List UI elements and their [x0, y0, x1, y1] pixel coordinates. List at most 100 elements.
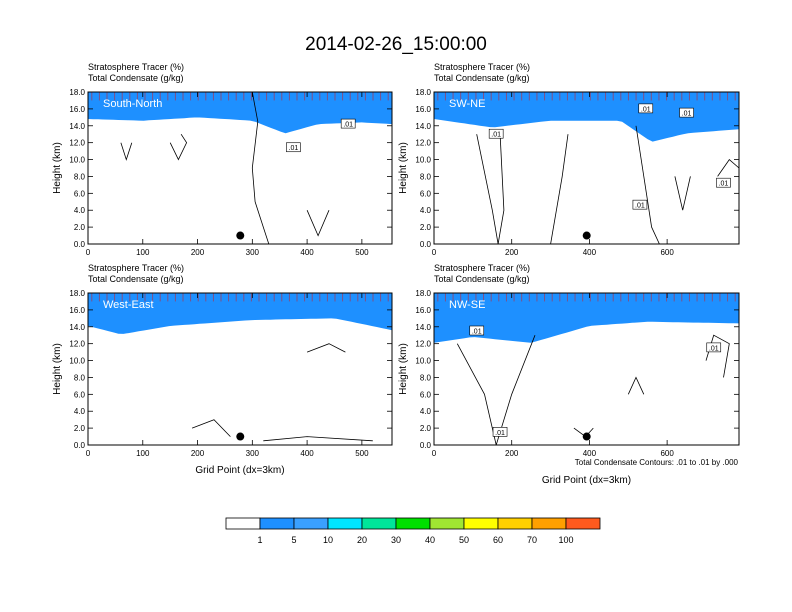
panel-subtitle-condensate: Total Condensate (g/kg)	[434, 73, 530, 83]
y-tick-label: 18.0	[415, 88, 431, 97]
y-tick-label: 18.0	[415, 289, 431, 298]
x-tick-label: 600	[660, 248, 674, 257]
x-tick-label: 0	[86, 248, 91, 257]
contour-note: Total Condensate Contours: .01 to .01 by…	[575, 458, 739, 467]
tracer-band-1	[88, 92, 392, 134]
colorbar-swatch	[565, 517, 601, 530]
x-tick-label: 200	[505, 449, 519, 458]
condensate-contour	[550, 134, 569, 244]
panel-subtitle-condensate: Total Condensate (g/kg)	[434, 274, 530, 284]
tracer-field: .01 .01 .01	[434, 293, 739, 445]
y-tick-label: 16.0	[415, 306, 431, 315]
panel-subtitle-tracer: Stratosphere Tracer (%)	[88, 62, 184, 72]
condensate-contour	[251, 92, 270, 244]
condensate-contour	[627, 376, 645, 395]
tracer-field: .01 .01	[88, 92, 392, 244]
tracer-field: .01 .01 .01 .01 .01	[434, 92, 739, 244]
x-tick-label: 400	[583, 449, 597, 458]
condensate-contour	[306, 210, 330, 237]
y-tick-label: 4.0	[74, 407, 86, 416]
y-tick-label: 12.0	[415, 139, 431, 148]
contour-label: .01	[343, 122, 353, 129]
panel-subtitle-tracer: Stratosphere Tracer (%)	[434, 263, 530, 273]
contour-label: .01	[491, 132, 501, 139]
y-tick-label: 2.0	[420, 223, 432, 232]
y-tick-label: 12.0	[69, 340, 85, 349]
contour-label-box	[286, 142, 301, 153]
contour-label: .01	[472, 329, 482, 336]
colorbar-swatch	[259, 517, 295, 530]
y-tick-label: 14.0	[415, 323, 431, 332]
contour-label: .01	[682, 111, 692, 118]
colorbar-swatch	[293, 517, 329, 530]
condensate-contour	[717, 159, 739, 177]
colorbar-swatch	[463, 517, 499, 530]
y-tick-label: 6.0	[74, 189, 86, 198]
contour-label: .01	[709, 345, 719, 352]
location-marker	[582, 432, 591, 441]
condensate-contour	[120, 142, 133, 161]
contour-label: .01	[719, 181, 729, 188]
y-tick-label: 10.0	[69, 156, 85, 165]
location-marker	[582, 231, 591, 240]
y-tick-label: 16.0	[69, 105, 85, 114]
y-tick-label: 18.0	[69, 88, 85, 97]
x-tick-label: 200	[505, 248, 519, 257]
colorbar-label: 100	[558, 535, 573, 545]
y-tick-label: 4.0	[420, 206, 432, 215]
condensate-contour	[635, 125, 660, 244]
colorbar-label: 5	[291, 535, 296, 545]
y-tick-label: 8.0	[74, 172, 86, 181]
y-tick-label: 10.0	[415, 357, 431, 366]
location-marker	[236, 432, 245, 441]
colorbar-swatch	[497, 517, 533, 530]
y-tick-label: 0.0	[74, 441, 86, 450]
y-tick-label: 4.0	[420, 407, 432, 416]
y-tick-label: 16.0	[415, 105, 431, 114]
y-tick-label: 6.0	[74, 390, 86, 399]
y-tick-label: 6.0	[420, 189, 432, 198]
y-tick-label: 12.0	[69, 139, 85, 148]
colorbar-swatch	[531, 517, 567, 530]
location-marker	[236, 231, 245, 240]
y-tick-label: 4.0	[74, 206, 86, 215]
x-tick-label: 0	[432, 248, 437, 257]
y-tick-label: 2.0	[420, 424, 432, 433]
panel-west-east: Stratosphere Tracer (%)Total Condensate …	[52, 263, 393, 476]
condensate-contour	[169, 133, 188, 161]
x-tick-label: 600	[660, 449, 674, 458]
panel-sw-ne: Stratosphere Tracer (%)Total Condensate …	[398, 62, 740, 257]
x-tick-label: 0	[86, 449, 91, 458]
colorbar-swatch	[395, 517, 431, 530]
contour-label-box	[469, 325, 485, 336]
tracer-band-1	[88, 293, 392, 334]
contour-label-box	[638, 103, 654, 114]
y-tick-label: 10.0	[415, 156, 431, 165]
panel-nw-se: Stratosphere Tracer (%)Total Condensate …	[398, 263, 740, 486]
contour-label: .01	[635, 203, 645, 210]
contour-label-box	[632, 199, 648, 210]
y-tick-label: 10.0	[69, 357, 85, 366]
panel-subtitle-tracer: Stratosphere Tracer (%)	[434, 62, 530, 72]
colorbar-label: 20	[357, 535, 367, 545]
y-tick-label: 8.0	[74, 373, 86, 382]
y-tick-label: 2.0	[74, 424, 86, 433]
x-tick-label: 300	[246, 449, 260, 458]
colorbar-swatch	[361, 517, 397, 530]
contour-label-box	[679, 107, 694, 118]
condensate-contour	[456, 335, 536, 445]
y-axis-label: Height (km)	[398, 142, 409, 194]
y-tick-label: 14.0	[415, 122, 431, 131]
contour-label-box	[340, 118, 356, 129]
contour-label: .01	[495, 430, 505, 437]
y-tick-label: 0.0	[420, 240, 432, 249]
panel-name: West-East	[103, 299, 154, 311]
tracer-field	[88, 293, 392, 442]
colorbar-label: 1	[257, 535, 262, 545]
y-tick-label: 14.0	[69, 323, 85, 332]
x-axis-label: Grid Point (dx=3km)	[542, 475, 631, 486]
y-tick-label: 12.0	[415, 340, 431, 349]
colorbar-swatch	[429, 517, 465, 530]
panel-subtitle-condensate: Total Condensate (g/kg)	[88, 73, 184, 83]
